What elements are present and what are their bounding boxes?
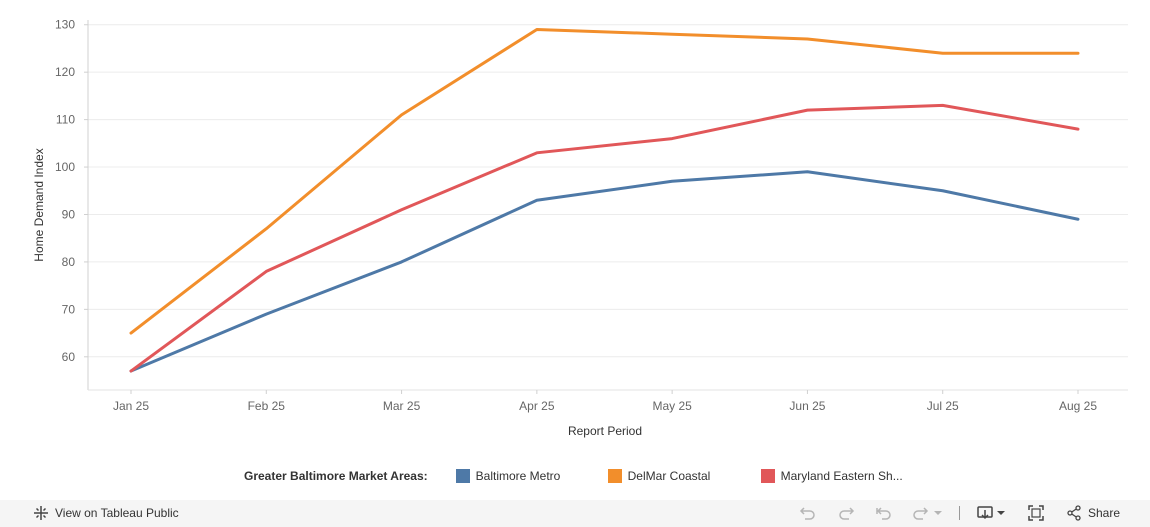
series-lines (129, 27, 1080, 373)
legend-swatch-maryland-eastern-shore (760, 469, 775, 483)
axes (84, 20, 1128, 394)
y-tick-labels: 60 70 80 90 100 110 120 130 (55, 18, 75, 364)
x-axis-title: Report Period (568, 424, 642, 438)
y-tick-label: 80 (62, 255, 76, 269)
redo-icon[interactable] (837, 503, 855, 523)
share-icon (1067, 505, 1081, 521)
legend-title: Greater Baltimore Market Areas: (244, 469, 428, 483)
view-on-tableau-public-label: View on Tableau Public (55, 506, 179, 520)
series-line-1[interactable] (129, 27, 1080, 335)
legend-label-baltimore-metro: Baltimore Metro (475, 469, 561, 483)
y-tick-label: 130 (55, 18, 75, 32)
refresh-icon[interactable] (911, 503, 929, 523)
legend-item-delmar-coastal[interactable]: DelMar Coastal (607, 469, 761, 483)
y-tick-label: 120 (55, 65, 75, 79)
x-tick-label: Jun 25 (789, 399, 825, 413)
series-line-2[interactable] (129, 103, 1080, 373)
share-label: Share (1087, 506, 1120, 520)
legend-item-maryland-eastern-shore[interactable]: Maryland Eastern Sh... (760, 469, 903, 483)
legend-item-baltimore-metro[interactable]: Baltimore Metro (455, 469, 608, 483)
x-tick-label: May 25 (652, 399, 692, 413)
legend-swatch-delmar-coastal (607, 469, 622, 483)
x-tick-label: Apr 25 (519, 399, 555, 413)
x-tick-label: Aug 25 (1059, 399, 1097, 413)
x-tick-label: Feb 25 (248, 399, 286, 413)
x-tick-label: Jul 25 (927, 399, 959, 413)
share-button[interactable]: Share (1066, 503, 1120, 523)
download-dropdown-icon[interactable] (996, 503, 1006, 523)
x-tick-label: Jan 25 (113, 399, 149, 413)
x-tick-label: Mar 25 (383, 399, 421, 413)
legend-label-delmar-coastal: DelMar Coastal (627, 469, 711, 483)
tableau-toolbar: View on Tableau Public Share (0, 500, 1150, 527)
line-chart: Jan 25 Feb 25 Mar 25 Apr 25 May 25 Jun 25 Jul … (32, 18, 1128, 438)
refresh-dropdown-icon[interactable] (933, 503, 943, 523)
y-tick-label: 100 (55, 160, 75, 174)
gridlines (88, 24, 1128, 358)
y-tick-label: 60 (62, 350, 76, 364)
series-line-0[interactable] (129, 170, 1080, 373)
y-tick-label: 70 (62, 302, 76, 316)
y-tick-label: 90 (62, 207, 76, 221)
legend-label-maryland-eastern-shore: Maryland Eastern Sh... (780, 469, 903, 483)
download-icon[interactable] (976, 503, 994, 523)
tableau-logo-icon (34, 506, 48, 520)
y-axis-title: Home Demand Index (32, 148, 46, 261)
x-tick-labels: Jan 25 Feb 25 Mar 25 Apr 25 May 25 Jun 25 Jul … (113, 399, 1097, 413)
revert-icon[interactable] (875, 503, 893, 523)
view-on-tableau-public-link[interactable]: View on Tableau Public (33, 505, 179, 521)
undo-icon[interactable] (799, 503, 817, 523)
fullscreen-icon[interactable] (1028, 503, 1044, 523)
legend-swatch-baltimore-metro (455, 469, 470, 483)
legend: Greater Baltimore Market Areas: Baltimor… (244, 466, 903, 486)
toolbar-divider (958, 506, 960, 520)
y-tick-label: 110 (56, 113, 75, 127)
